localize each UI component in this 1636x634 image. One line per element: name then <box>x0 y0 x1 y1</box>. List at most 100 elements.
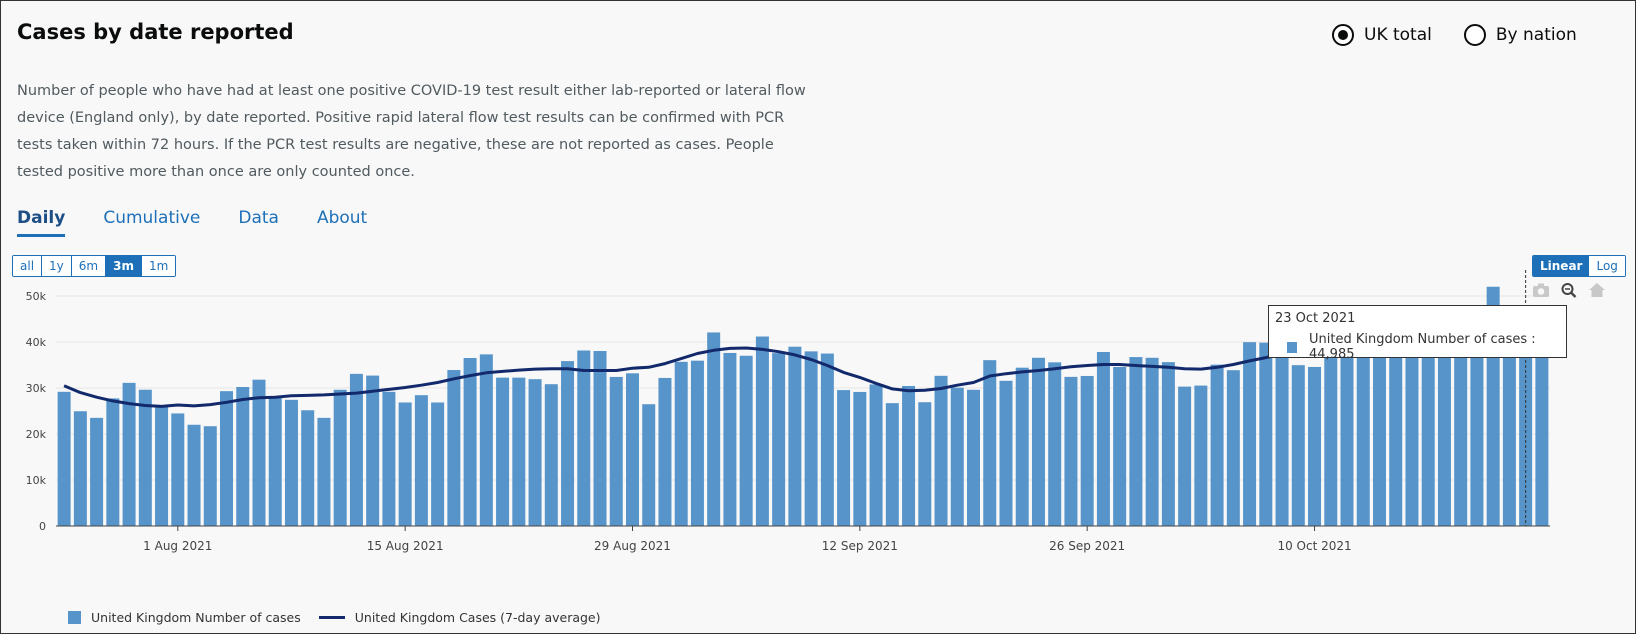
bar[interactable] <box>447 370 461 526</box>
bar[interactable] <box>642 404 656 526</box>
bar[interactable] <box>885 403 899 526</box>
tab-cumulative[interactable]: Cumulative <box>103 208 201 228</box>
bar[interactable] <box>187 424 201 526</box>
bar[interactable] <box>934 375 948 526</box>
bar[interactable] <box>317 417 331 526</box>
bar[interactable] <box>496 377 510 526</box>
bar[interactable] <box>609 376 623 526</box>
bar[interactable] <box>366 375 380 526</box>
bar[interactable] <box>1178 386 1192 526</box>
bar[interactable] <box>788 346 802 526</box>
range-6m-button[interactable]: 6m <box>71 256 107 276</box>
bar[interactable] <box>1340 348 1354 526</box>
bar[interactable] <box>106 398 120 526</box>
bar[interactable] <box>983 360 997 526</box>
bar[interactable] <box>853 391 867 526</box>
bar[interactable] <box>658 377 672 526</box>
zoom-icon[interactable] <box>1560 282 1578 298</box>
bar[interactable] <box>1324 342 1338 526</box>
bar[interactable] <box>804 351 818 526</box>
bar[interactable] <box>837 390 851 526</box>
bar[interactable] <box>723 352 737 526</box>
range-1y-button[interactable]: 1y <box>42 256 72 276</box>
bar[interactable] <box>1048 362 1062 526</box>
bar[interactable] <box>479 354 493 526</box>
range-3m-button[interactable]: 3m <box>106 256 142 276</box>
bar[interactable] <box>171 413 185 526</box>
bar[interactable] <box>950 387 964 526</box>
bar[interactable] <box>674 361 688 526</box>
bar[interactable] <box>301 410 315 526</box>
range-1m-button[interactable]: 1m <box>141 256 176 276</box>
bar[interactable] <box>1145 357 1159 526</box>
bar[interactable] <box>220 391 234 526</box>
radio-unchecked-icon[interactable] <box>1463 24 1486 46</box>
bar[interactable] <box>1454 340 1468 526</box>
bar[interactable] <box>1437 340 1451 526</box>
bar[interactable] <box>1113 366 1127 526</box>
bar[interactable] <box>382 391 396 526</box>
bar[interactable] <box>707 332 721 526</box>
bar[interactable] <box>122 382 136 526</box>
bar[interactable] <box>690 360 704 526</box>
bar[interactable] <box>349 373 363 526</box>
scale-log-button[interactable]: Log <box>1589 256 1625 276</box>
bar[interactable] <box>1502 326 1516 526</box>
bar[interactable] <box>967 389 981 526</box>
bar[interactable] <box>902 385 916 526</box>
tab-data[interactable]: Data <box>238 208 279 228</box>
bar[interactable] <box>1064 376 1078 526</box>
bar[interactable] <box>1275 340 1289 526</box>
bar[interactable] <box>1015 367 1029 526</box>
bar[interactable] <box>528 379 542 526</box>
bar[interactable] <box>1210 364 1224 526</box>
bar[interactable] <box>1031 357 1045 526</box>
bar[interactable] <box>463 358 477 526</box>
range-all-button[interactable]: all <box>13 256 43 276</box>
bar[interactable] <box>236 387 250 526</box>
bar[interactable] <box>1308 366 1322 526</box>
radio-by-nation[interactable]: By nation <box>1463 24 1577 46</box>
bar[interactable] <box>1535 342 1549 526</box>
legend-item-average[interactable]: United Kingdom Cases (7-day average) <box>318 610 601 625</box>
bar[interactable] <box>268 396 282 526</box>
bar[interactable] <box>57 391 71 526</box>
bar[interactable] <box>999 380 1013 526</box>
bar[interactable] <box>138 389 152 526</box>
bar[interactable] <box>1372 340 1386 526</box>
bar[interactable] <box>398 402 412 526</box>
bar[interactable] <box>512 377 526 526</box>
bar[interactable] <box>90 417 104 526</box>
bar[interactable] <box>1259 342 1273 526</box>
bar[interactable] <box>1226 370 1240 526</box>
bar[interactable] <box>1291 365 1305 526</box>
home-icon[interactable] <box>1588 282 1606 298</box>
bar[interactable] <box>820 353 834 526</box>
scale-linear-button[interactable]: Linear <box>1533 256 1590 276</box>
bar[interactable] <box>593 350 607 526</box>
bar[interactable] <box>918 402 932 526</box>
bar[interactable] <box>1080 375 1094 526</box>
bar[interactable] <box>252 379 266 526</box>
bar[interactable] <box>333 389 347 526</box>
bar[interactable] <box>755 336 769 526</box>
radio-checked-icon[interactable] <box>1332 24 1354 46</box>
bar[interactable] <box>155 405 169 526</box>
bar[interactable] <box>1389 340 1403 526</box>
bar[interactable] <box>739 355 753 526</box>
bar[interactable] <box>1470 340 1484 526</box>
bar[interactable] <box>1096 351 1110 526</box>
bar[interactable] <box>1194 385 1208 526</box>
bar[interactable] <box>625 373 639 526</box>
bar[interactable] <box>284 399 298 526</box>
bar[interactable] <box>1405 340 1419 526</box>
tab-daily[interactable]: Daily <box>17 208 66 237</box>
bar[interactable] <box>73 411 87 526</box>
bar[interactable] <box>772 353 786 526</box>
radio-uk-total[interactable]: UK total <box>1332 24 1432 46</box>
bar[interactable] <box>561 361 575 526</box>
bar[interactable] <box>1421 340 1435 526</box>
camera-icon[interactable] <box>1532 282 1550 298</box>
bar[interactable] <box>1161 362 1175 526</box>
tab-about[interactable]: About <box>316 208 368 228</box>
